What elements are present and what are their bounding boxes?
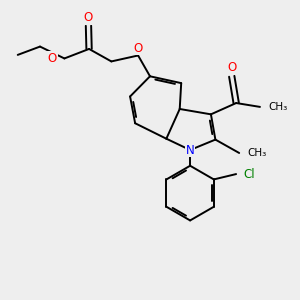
- Text: CH₃: CH₃: [268, 102, 287, 112]
- Text: CH₃: CH₃: [248, 148, 267, 158]
- Text: N: N: [186, 143, 194, 157]
- Text: O: O: [227, 61, 236, 74]
- Text: Cl: Cl: [244, 168, 255, 181]
- Text: O: O: [48, 52, 57, 65]
- Text: O: O: [134, 42, 143, 55]
- Text: O: O: [84, 11, 93, 24]
